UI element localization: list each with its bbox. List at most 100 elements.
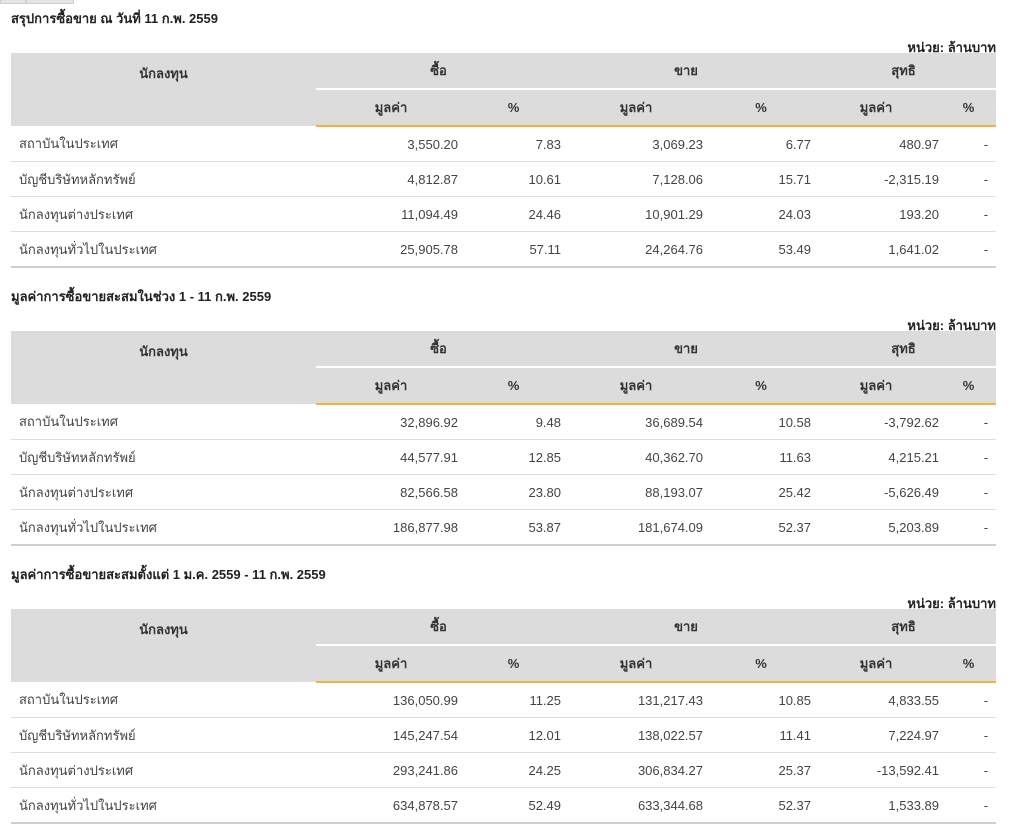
buy-percent: 12.01 [466, 717, 562, 753]
sell-value: 131,217.43 [561, 682, 712, 718]
table-row: นักลงทุนต่างประเทศ 82,566.58 23.80 88,19… [11, 474, 997, 510]
trading-summary-table: นักลงทุน ซื้อ ขาย สุทธิ มูลค่า % มูลค่า … [11, 609, 997, 824]
buy-value: 11,094.49 [316, 196, 466, 232]
header-row-sub: มูลค่า % มูลค่า % มูลค่า % [11, 89, 997, 127]
unit-label: หน่วย: ล้านบาท [907, 40, 996, 55]
sell-percent: 15.71 [711, 161, 812, 197]
buy-value: 4,812.87 [316, 161, 466, 197]
top-tab-strip [0, 0, 1009, 4]
net-percent: - [941, 752, 997, 788]
investor-type: นักลงทุนต่างประเทศ [11, 752, 316, 788]
header-sell-value: มูลค่า [561, 89, 712, 127]
investor-type: สถาบันในประเทศ [11, 126, 316, 162]
net-percent: - [941, 439, 997, 475]
net-value: -3,792.62 [811, 404, 942, 440]
table-row: บัญชีบริษัทหลักทรัพย์ 44,577.91 12.85 40… [11, 439, 997, 475]
section-title: มูลค่าการซื้อขายสะสมตั้งแต่ 1 ม.ค. 2559 … [11, 567, 326, 582]
header-net-value: มูลค่า [811, 89, 942, 127]
header-row-sub: มูลค่า % มูลค่า % มูลค่า % [11, 367, 997, 405]
unit-label: หน่วย: ล้านบาท [907, 318, 996, 333]
buy-percent: 11.25 [466, 682, 562, 718]
table-row: สถาบันในประเทศ 3,550.20 7.83 3,069.23 6.… [11, 126, 997, 162]
tab-edge[interactable] [0, 0, 26, 4]
header-row-main: นักลงทุน ซื้อ ขาย สุทธิ [11, 53, 997, 126]
header-net-value: มูลค่า [811, 367, 942, 405]
header-sell-value: มูลค่า [561, 645, 712, 683]
net-value: -2,315.19 [811, 161, 942, 197]
buy-value: 82,566.58 [316, 474, 466, 510]
buy-value: 293,241.86 [316, 752, 466, 788]
net-value: 480.97 [811, 126, 942, 162]
sell-value: 181,674.09 [561, 509, 712, 546]
header-net-percent: % [941, 89, 997, 127]
trading-summary-table: นักลงทุน ซื้อ ขาย สุทธิ มูลค่า % มูลค่า … [11, 53, 997, 268]
header-sell: ขาย [561, 331, 812, 368]
sell-value: 3,069.23 [561, 126, 712, 162]
investor-type: นักลงทุนต่างประเทศ [11, 196, 316, 232]
buy-percent: 24.25 [466, 752, 562, 788]
header-sell: ขาย [561, 609, 812, 646]
net-percent: - [941, 231, 997, 268]
table-row: นักลงทุนต่างประเทศ 11,094.49 24.46 10,90… [11, 196, 997, 232]
tab-edge[interactable] [26, 0, 74, 4]
net-value: 4,215.21 [811, 439, 942, 475]
table-row: บัญชีบริษัทหลักทรัพย์ 145,247.54 12.01 1… [11, 717, 997, 753]
table-row: นักลงทุนทั่วไปในประเทศ 25,905.78 57.11 2… [11, 231, 997, 268]
sell-percent: 11.41 [711, 717, 812, 753]
investor-type: นักลงทุนต่างประเทศ [11, 474, 316, 510]
header-buy-percent: % [466, 645, 562, 683]
header-buy-value: มูลค่า [316, 367, 466, 405]
sell-value: 24,264.76 [561, 231, 712, 268]
buy-percent: 57.11 [466, 231, 562, 268]
buy-value: 32,896.92 [316, 404, 466, 440]
buy-value: 634,878.57 [316, 787, 466, 824]
sell-value: 7,128.06 [561, 161, 712, 197]
investor-type: นักลงทุนทั่วไปในประเทศ [11, 787, 316, 824]
sell-percent: 10.58 [711, 404, 812, 440]
header-net-percent: % [941, 367, 997, 405]
buy-percent: 10.61 [466, 161, 562, 197]
net-percent: - [941, 126, 997, 162]
header-row-main: นักลงทุน ซื้อ ขาย สุทธิ [11, 331, 997, 404]
table-row: นักลงทุนต่างประเทศ 293,241.86 24.25 306,… [11, 752, 997, 788]
sell-value: 138,022.57 [561, 717, 712, 753]
investor-type: สถาบันในประเทศ [11, 682, 316, 718]
header-net: สุทธิ [811, 609, 997, 646]
sell-percent: 11.63 [711, 439, 812, 475]
buy-percent: 12.85 [466, 439, 562, 475]
table-row: สถาบันในประเทศ 136,050.99 11.25 131,217.… [11, 682, 997, 718]
buy-value: 44,577.91 [316, 439, 466, 475]
investor-type: นักลงทุนทั่วไปในประเทศ [11, 509, 316, 546]
net-value: 4,833.55 [811, 682, 942, 718]
unit-label: หน่วย: ล้านบาท [907, 596, 996, 611]
net-value: 1,641.02 [811, 231, 942, 268]
sell-value: 40,362.70 [561, 439, 712, 475]
header-investor: นักลงทุน [11, 53, 316, 126]
table-row: สถาบันในประเทศ 32,896.92 9.48 36,689.54 … [11, 404, 997, 440]
header-sell-percent: % [711, 89, 812, 127]
net-percent: - [941, 682, 997, 718]
investor-type: นักลงทุนทั่วไปในประเทศ [11, 231, 316, 268]
header-row-sub: มูลค่า % มูลค่า % มูลค่า % [11, 645, 997, 683]
sell-value: 10,901.29 [561, 196, 712, 232]
buy-value: 145,247.54 [316, 717, 466, 753]
net-percent: - [941, 404, 997, 440]
buy-percent: 24.46 [466, 196, 562, 232]
header-net-value: มูลค่า [811, 645, 942, 683]
sell-value: 633,344.68 [561, 787, 712, 824]
sell-percent: 6.77 [711, 126, 812, 162]
sell-percent: 10.85 [711, 682, 812, 718]
header-investor: นักลงทุน [11, 331, 316, 404]
net-value: 1,533.89 [811, 787, 942, 824]
sell-value: 306,834.27 [561, 752, 712, 788]
header-buy-value: มูลค่า [316, 645, 466, 683]
header-buy-percent: % [466, 367, 562, 405]
investor-type: บัญชีบริษัทหลักทรัพย์ [11, 717, 316, 753]
buy-value: 3,550.20 [316, 126, 466, 162]
net-percent: - [941, 196, 997, 232]
table-row: นักลงทุนทั่วไปในประเทศ 186,877.98 53.87 … [11, 509, 997, 546]
investor-type: บัญชีบริษัทหลักทรัพย์ [11, 439, 316, 475]
net-percent: - [941, 509, 997, 546]
sell-percent: 52.37 [711, 787, 812, 824]
header-net: สุทธิ [811, 53, 997, 90]
